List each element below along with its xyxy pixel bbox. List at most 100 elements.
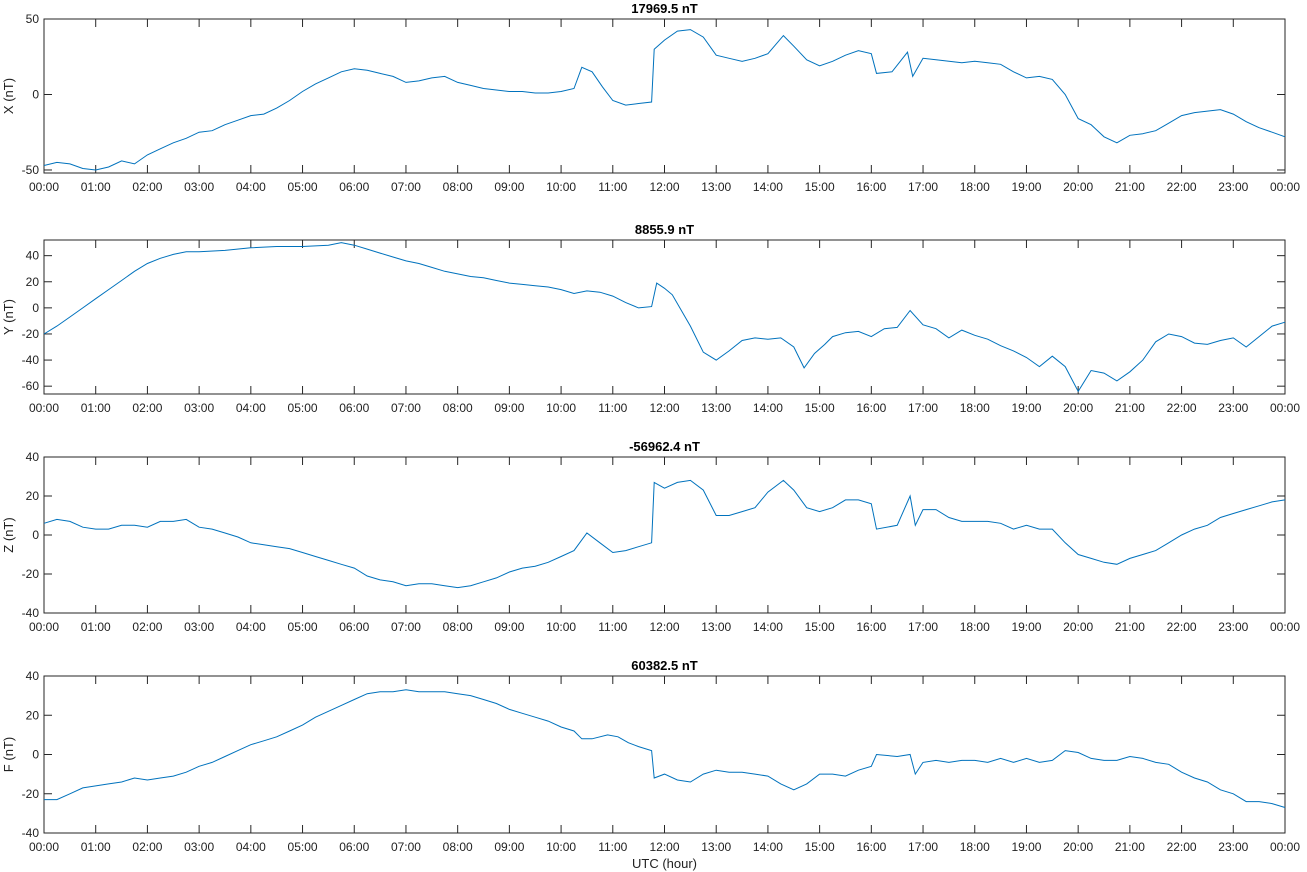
- x-tick-label: 11:00: [598, 840, 627, 854]
- x-tick-label: 11:00: [598, 620, 627, 634]
- y-tick-label: -60: [22, 379, 40, 393]
- x-tick-label: 03:00: [184, 180, 214, 194]
- x-tick-label: 21:00: [1115, 401, 1145, 415]
- y-tick-label: 0: [32, 748, 39, 762]
- x-tick-label: 17:00: [908, 180, 938, 194]
- x-tick-label: 05:00: [288, 840, 318, 854]
- x-tick-label: 03:00: [184, 401, 214, 415]
- x-tick-label: 23:00: [1218, 401, 1248, 415]
- y-tick-label: 20: [26, 275, 40, 289]
- y-tick-label: -40: [22, 826, 40, 840]
- x-tick-label: 13:00: [701, 180, 731, 194]
- x-tick-label: 19:00: [1011, 180, 1041, 194]
- x-tick-label: 21:00: [1115, 180, 1145, 194]
- x-tick-label: 15:00: [805, 620, 835, 634]
- panel-2: 00:00 01:00 02:00 03:00 04:00 05:00 06:00 07:00…: [1, 222, 1300, 415]
- y-tick-label: 0: [32, 528, 39, 542]
- x-tick-label: 00:00: [1270, 401, 1300, 415]
- x-tick-label: 05:00: [288, 620, 318, 634]
- x-tick-label: 09:00: [494, 840, 524, 854]
- x-tick-label: 15:00: [805, 180, 835, 194]
- y-tick-label: 40: [26, 669, 40, 683]
- x-tick-label: 14:00: [753, 401, 783, 415]
- x-tick-label: 13:00: [701, 620, 731, 634]
- x-tick-label: 14:00: [753, 840, 783, 854]
- x-tick-label: 16:00: [856, 620, 886, 634]
- x-tick-label: 02:00: [132, 620, 162, 634]
- y-tick-label: 40: [26, 450, 40, 464]
- x-tick-label: 17:00: [908, 620, 938, 634]
- x-tick-label: 02:00: [132, 840, 162, 854]
- x-tick-label: 21:00: [1115, 840, 1145, 854]
- x-tick-label: 19:00: [1011, 840, 1041, 854]
- x-tick-label: 07:00: [391, 620, 421, 634]
- y-axis-label: Z (nT): [1, 517, 16, 552]
- x-tick-label: 09:00: [494, 401, 524, 415]
- series-line: [44, 689, 1286, 808]
- x-tick-label: 01:00: [81, 180, 111, 194]
- x-tick-label: 08:00: [443, 620, 473, 634]
- x-tick-label: 12:00: [649, 840, 679, 854]
- x-tick-label: 01:00: [81, 401, 111, 415]
- panel-3: 00:00 01:00 02:00 03:00 04:00 05:00 06:00 07:00…: [1, 439, 1300, 634]
- y-tick-label: -20: [22, 787, 40, 801]
- x-tick-label: 05:00: [288, 401, 318, 415]
- x-tick-label: 20:00: [1063, 401, 1093, 415]
- x-tick-label: 08:00: [443, 180, 473, 194]
- x-tick-label: 20:00: [1063, 840, 1093, 854]
- y-tick-label: 20: [26, 489, 40, 503]
- x-tick-label: 04:00: [236, 180, 266, 194]
- x-tick-label: 13:00: [701, 401, 731, 415]
- x-tick-label: 11:00: [598, 180, 627, 194]
- x-tick-label: 18:00: [960, 840, 990, 854]
- x-tick-label: 18:00: [960, 620, 990, 634]
- x-tick-label: 09:00: [494, 180, 524, 194]
- x-tick-label: 06:00: [339, 840, 369, 854]
- panel-title: 60382.5 nT: [631, 658, 698, 673]
- x-tick-label: 07:00: [391, 840, 421, 854]
- x-tick-label: 12:00: [649, 401, 679, 415]
- x-tick-label: 14:00: [753, 180, 783, 194]
- x-tick-label: 19:00: [1011, 401, 1041, 415]
- x-tick-label: 00:00: [29, 840, 59, 854]
- x-tick-label: 10:00: [546, 401, 576, 415]
- y-tick-label: -40: [22, 606, 40, 620]
- panel-4: 00:00 01:00 02:00 03:00 04:00 05:00 06:00 07:00…: [1, 658, 1300, 871]
- x-tick-label: 04:00: [236, 620, 266, 634]
- x-tick-label: 05:00: [288, 180, 318, 194]
- y-axis-label: Y (nT): [1, 299, 16, 335]
- x-tick-label: 04:00: [236, 840, 266, 854]
- x-tick-label: 23:00: [1218, 180, 1248, 194]
- x-tick-label: 10:00: [546, 180, 576, 194]
- x-axis-label: UTC (hour): [632, 856, 697, 871]
- series-line: [43, 242, 1286, 393]
- y-tick-label: -20: [22, 327, 40, 341]
- x-tick-label: 16:00: [856, 840, 886, 854]
- x-tick-label: 08:00: [443, 840, 473, 854]
- x-tick-label: 14:00: [753, 620, 783, 634]
- x-tick-label: 02:00: [132, 401, 162, 415]
- x-tick-label: 00:00: [1270, 180, 1300, 194]
- x-tick-label: 12:00: [649, 620, 679, 634]
- x-tick-label: 15:00: [805, 401, 835, 415]
- y-axis-label: F (nT): [1, 737, 16, 772]
- x-tick-label: 01:00: [81, 840, 111, 854]
- x-tick-label: 22:00: [1167, 401, 1197, 415]
- series-line: [43, 479, 1286, 589]
- x-tick-label: 15:00: [805, 840, 835, 854]
- x-tick-label: 20:00: [1063, 180, 1093, 194]
- x-tick-label: 07:00: [391, 401, 421, 415]
- x-tick-label: 10:00: [546, 620, 576, 634]
- x-tick-label: 00:00: [29, 401, 59, 415]
- x-tick-label: 11:00: [598, 401, 627, 415]
- x-tick-label: 03:00: [184, 620, 214, 634]
- x-tick-label: 06:00: [339, 401, 369, 415]
- panel-title: 17969.5 nT: [631, 1, 698, 16]
- x-tick-label: 22:00: [1167, 840, 1197, 854]
- panel-title: -56962.4 nT: [629, 439, 700, 454]
- x-tick-label: 22:00: [1167, 620, 1197, 634]
- x-tick-label: 22:00: [1167, 180, 1197, 194]
- y-tick-label: 0: [32, 301, 39, 315]
- x-tick-label: 16:00: [856, 401, 886, 415]
